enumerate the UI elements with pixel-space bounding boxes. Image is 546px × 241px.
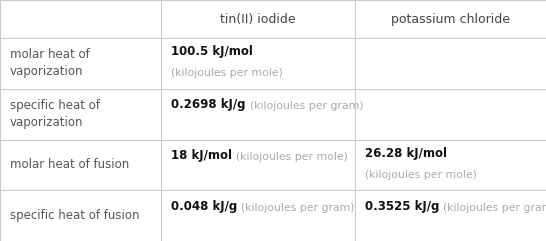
Bar	[0, 190, 161, 241]
Text: specific heat of
vaporization: specific heat of vaporization	[10, 99, 100, 129]
Text: (kilojoules per gram): (kilojoules per gram)	[443, 203, 546, 213]
Bar	[0, 38, 161, 89]
Text: potassium chloride: potassium chloride	[391, 13, 510, 26]
Bar	[355, 190, 546, 241]
Bar	[161, 89, 355, 140]
Text: 100.5 kJ/mol: 100.5 kJ/mol	[171, 45, 253, 58]
Bar	[161, 0, 355, 38]
Text: 26.28 kJ/mol: 26.28 kJ/mol	[365, 147, 447, 160]
Text: tin(II) iodide: tin(II) iodide	[220, 13, 296, 26]
Text: (kilojoules per gram): (kilojoules per gram)	[241, 203, 355, 213]
Text: 0.3525 kJ/g: 0.3525 kJ/g	[365, 200, 440, 213]
Bar	[355, 89, 546, 140]
Bar	[161, 140, 355, 190]
Text: (kilojoules per mole): (kilojoules per mole)	[236, 152, 348, 162]
Text: molar heat of fusion: molar heat of fusion	[10, 158, 129, 171]
Text: 0.2698 kJ/g: 0.2698 kJ/g	[171, 98, 246, 111]
Text: (kilojoules per mole): (kilojoules per mole)	[365, 170, 477, 180]
Bar	[355, 140, 546, 190]
Bar	[161, 38, 355, 89]
Bar	[355, 38, 546, 89]
Text: molar heat of
vaporization: molar heat of vaporization	[10, 48, 90, 78]
Text: specific heat of fusion: specific heat of fusion	[10, 209, 139, 222]
Bar	[355, 0, 546, 38]
Text: 0.048 kJ/g: 0.048 kJ/g	[171, 200, 238, 213]
Text: (kilojoules per mole): (kilojoules per mole)	[171, 68, 283, 78]
Bar	[161, 190, 355, 241]
Bar	[0, 0, 161, 38]
Bar	[0, 140, 161, 190]
Text: (kilojoules per gram): (kilojoules per gram)	[250, 101, 363, 111]
Text: 18 kJ/mol: 18 kJ/mol	[171, 149, 232, 162]
Bar	[0, 89, 161, 140]
